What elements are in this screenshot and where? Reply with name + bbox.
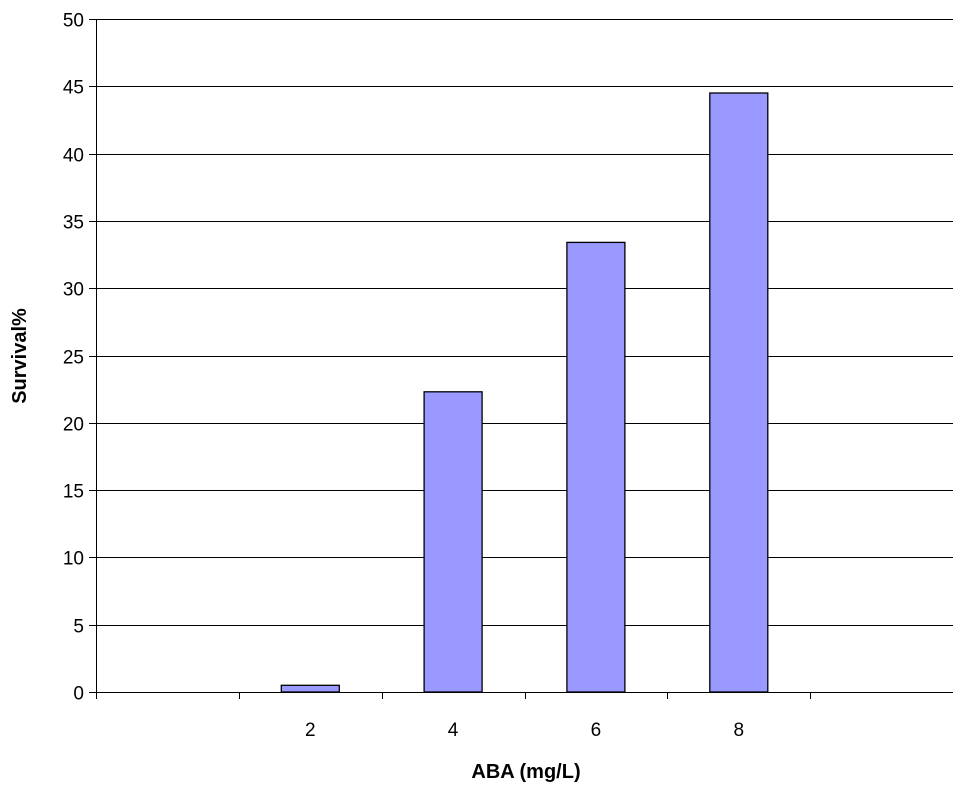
bar-4 [423,391,483,693]
bar-2 [280,684,340,693]
x-axis-title: ABA (mg/L) [471,761,580,783]
x-tick-labels: 2 4 6 8 [305,720,744,741]
y-tick-label: 30 [63,280,84,301]
y-tick-label: 0 [73,684,84,705]
x-tick-label: 6 [591,720,602,741]
y-tick-label: 35 [63,213,84,234]
bar-8 [709,92,769,693]
y-tick-label: 45 [63,78,84,99]
y-tick-label: 25 [63,348,84,369]
axes [89,19,953,699]
y-tick-label: 40 [63,146,84,167]
x-tick-label: 4 [448,720,459,741]
bars [280,92,769,693]
y-axis-title: Survival% [9,308,31,404]
bar-6 [566,241,626,693]
y-tick-label: 50 [63,11,84,32]
x-tick-label: 2 [305,720,316,741]
x-tick-label: 8 [734,720,745,741]
y-tick-label: 15 [63,482,84,503]
y-tick-labels: 0 5 10 15 20 25 30 35 40 45 50 [63,11,84,705]
y-tick-label: 5 [73,617,84,638]
gridlines [96,19,953,626]
y-tick-label: 10 [63,549,84,570]
y-tick-label: 20 [63,415,84,436]
